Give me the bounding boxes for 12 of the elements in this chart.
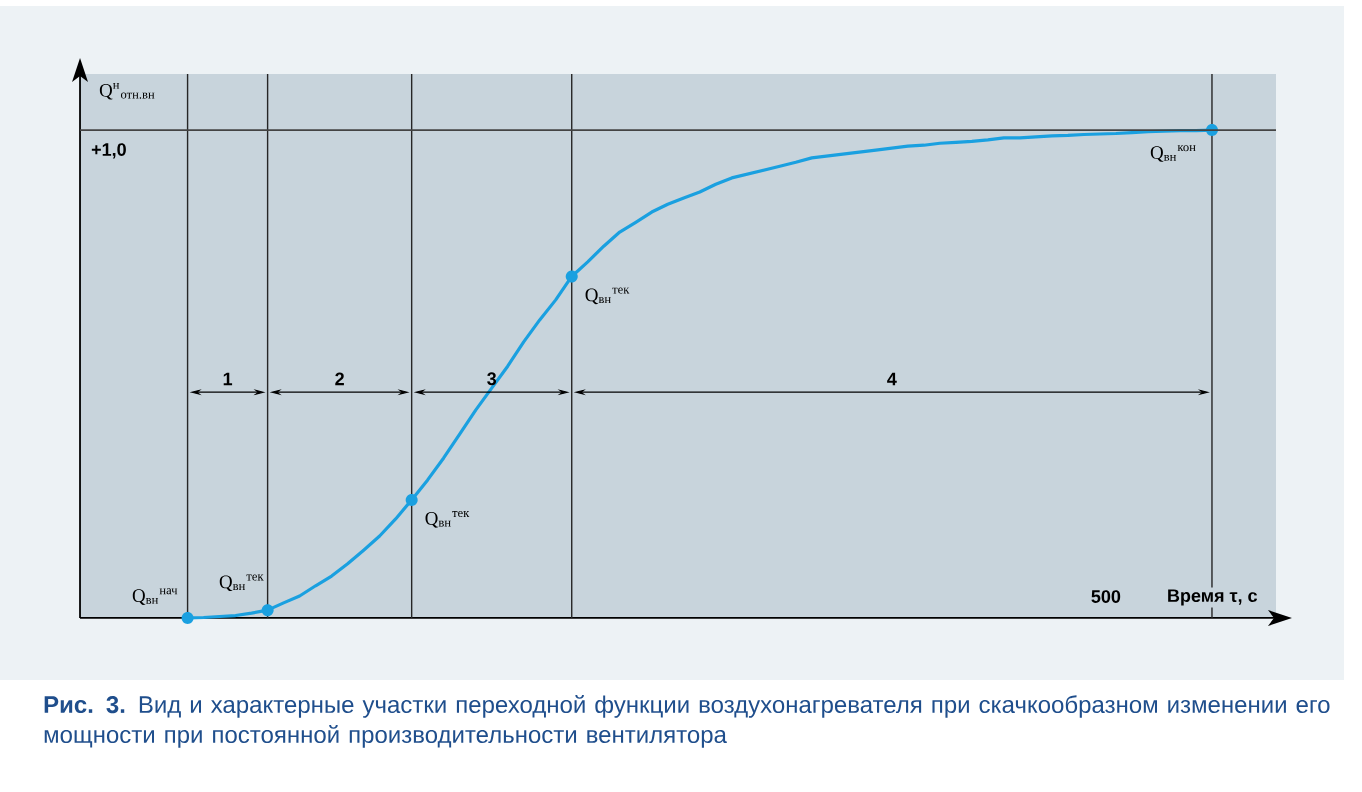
point (405, 493, 418, 506)
text: +1,0 (91, 143, 126, 159)
annotation: 3 (487, 372, 497, 386)
text: Рис. 3. Вид и характерные участки переходной функции воздухонагревателя при скачкообразном изменении его мощности при постоянной производительности вентилятора (44, 695, 1330, 748)
annotation: 2 (335, 372, 344, 386)
point (181, 611, 194, 624)
annotation: 4 (887, 372, 897, 386)
annotation: 500 (1091, 590, 1121, 603)
x-axis-title: Время τ, с (1168, 589, 1258, 606)
point (261, 604, 274, 617)
annotation: 1 (223, 372, 233, 386)
point (565, 270, 578, 283)
